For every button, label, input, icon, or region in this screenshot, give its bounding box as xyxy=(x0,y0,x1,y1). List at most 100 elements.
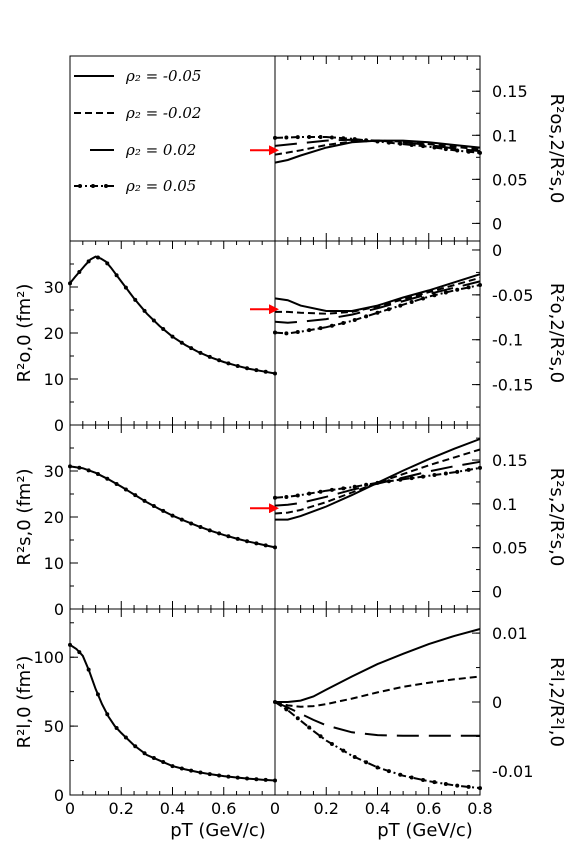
series-marker xyxy=(179,340,184,345)
series-marker xyxy=(151,756,156,761)
series-marker xyxy=(352,317,357,322)
series-marker xyxy=(161,326,166,331)
series-marker xyxy=(295,716,300,721)
series-marker xyxy=(235,363,240,368)
series-marker xyxy=(478,150,482,155)
series-marker xyxy=(245,539,250,544)
y-axis-title: R²os,2/R²s,0 xyxy=(546,94,567,204)
series-line-longdash xyxy=(274,701,480,737)
series-marker xyxy=(170,764,175,769)
series-marker xyxy=(68,642,72,647)
series-line-solid xyxy=(69,465,276,549)
series-marker xyxy=(341,486,346,491)
chart-panel-Rl2_ratio: 0.01 0 -0.01 0 0.2 0.4 0.6 0.8 pT (GeV/c) R²l,2/R… xyxy=(270,608,567,841)
series-marker xyxy=(114,481,119,486)
series-marker xyxy=(307,135,312,140)
legend-label: ρ₂ = 0.05 xyxy=(125,177,196,195)
series-line-dotted-markers xyxy=(69,644,276,781)
series-marker xyxy=(466,149,471,154)
series-marker xyxy=(341,320,346,325)
legend-marker xyxy=(104,184,108,188)
y-axis-title: R²o,0 (fm²) xyxy=(14,284,35,383)
series-marker xyxy=(386,307,391,312)
y-axis-title: R²s,0 (fm²) xyxy=(14,468,35,565)
series-marker xyxy=(318,489,323,494)
series-marker xyxy=(95,472,100,477)
series-marker xyxy=(207,772,212,777)
x-tick-label: 0.2 xyxy=(109,799,134,818)
series-marker xyxy=(375,765,380,770)
series-marker xyxy=(341,136,346,141)
y-tick-label: 0.1 xyxy=(492,126,517,145)
series-marker xyxy=(352,484,357,489)
series-marker xyxy=(273,700,277,704)
series-marker xyxy=(432,780,437,785)
series-marker xyxy=(254,777,259,782)
series-marker xyxy=(273,495,277,500)
series-marker xyxy=(217,531,222,536)
series-marker xyxy=(307,491,312,496)
series-marker xyxy=(77,465,82,470)
x-tick-label: 0 xyxy=(65,799,75,818)
series-line-dotted-markers xyxy=(69,465,276,548)
y-tick-label: 20 xyxy=(44,324,64,343)
series-marker xyxy=(68,281,72,286)
legend-entry-3: ρ₂ = 0.02 xyxy=(90,141,196,159)
legend-label: ρ₂ = -0.02 xyxy=(125,104,201,122)
series-marker xyxy=(235,536,240,541)
series-marker xyxy=(318,326,323,331)
y-tick-label: 30 xyxy=(44,462,64,481)
series-line-dashdot xyxy=(274,466,481,499)
series-marker xyxy=(226,361,231,366)
series-marker xyxy=(398,141,403,146)
series-marker xyxy=(86,468,91,473)
y-axis-title: R²l,2/R²l,0 xyxy=(546,657,567,747)
series-marker xyxy=(123,285,128,290)
legend-entry-1: ρ₂ = -0.05 xyxy=(74,67,201,85)
y-tick-label: 0.15 xyxy=(492,451,528,470)
series-line-solid xyxy=(275,438,481,521)
series-marker xyxy=(375,480,380,485)
series-marker xyxy=(198,350,203,355)
y-tick-label: -0.1 xyxy=(492,331,523,350)
series-marker xyxy=(318,734,323,739)
series-marker xyxy=(443,471,448,476)
series-marker xyxy=(114,725,119,730)
series-marker xyxy=(364,314,369,319)
series-line-solid xyxy=(69,255,276,375)
series-marker xyxy=(307,328,312,333)
y-tick-label: 0.15 xyxy=(492,82,528,101)
y-tick-label: 0 xyxy=(492,693,502,712)
series-marker xyxy=(179,766,184,771)
chart-panel-Rs2_os2_ratio: 0 0.05 0.1 0.15 R²os,2/R²s,0 xyxy=(250,55,567,242)
series-marker xyxy=(77,650,82,655)
series-line-dashed xyxy=(274,448,481,515)
series-marker xyxy=(86,667,91,672)
y-tick-label: 30 xyxy=(44,278,64,297)
series-line-solid xyxy=(274,139,481,164)
series-marker xyxy=(133,297,138,302)
series-marker xyxy=(409,142,414,147)
y-axis-title: R²o,2/R²s,0 xyxy=(546,283,567,383)
series-marker xyxy=(352,755,357,760)
series-marker xyxy=(443,781,448,786)
series-marker xyxy=(263,777,268,782)
y-tick-label: -0.05 xyxy=(492,286,533,305)
series-line-solid xyxy=(275,628,481,703)
series-marker xyxy=(105,476,110,481)
y-tick-label: 20 xyxy=(44,508,64,527)
y-tick-label: 0 xyxy=(54,416,64,435)
series-marker xyxy=(207,354,212,359)
y-tick-label: 0.05 xyxy=(492,170,528,189)
series-marker xyxy=(189,346,194,351)
series-marker xyxy=(133,493,138,498)
series-marker xyxy=(161,760,166,765)
x-tick-label: 0.6 xyxy=(211,799,236,818)
series-marker xyxy=(123,735,128,740)
series-line-dashdot xyxy=(274,701,481,790)
x-tick-label: 0.4 xyxy=(160,799,185,818)
series-marker xyxy=(478,282,482,287)
y-tick-label: 0 xyxy=(54,786,64,805)
series-marker xyxy=(105,261,110,266)
series-line-solid xyxy=(69,643,276,782)
